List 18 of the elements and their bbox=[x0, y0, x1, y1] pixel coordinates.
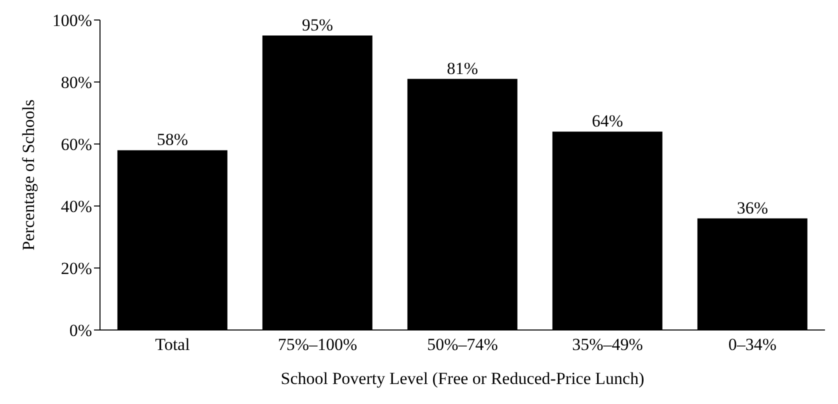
y-axis-title: Percentage of Schools bbox=[19, 99, 38, 251]
x-tick-label: 50%–74% bbox=[427, 335, 498, 354]
y-tick-label: 20% bbox=[60, 259, 92, 278]
x-tick-label: Total bbox=[155, 335, 190, 354]
data-label: 64% bbox=[592, 112, 623, 131]
data-label: 36% bbox=[736, 198, 768, 218]
y-tick-label: 80% bbox=[60, 73, 92, 92]
y-tick-label: 60% bbox=[60, 135, 92, 154]
x-tick-label: 35%–49% bbox=[572, 335, 643, 354]
x-tick-label: 75%–100% bbox=[278, 335, 358, 354]
y-tick-label: 100% bbox=[52, 11, 92, 30]
data-label: 95% bbox=[302, 16, 333, 34]
data-label: 81% bbox=[446, 58, 478, 78]
y-tick-label: 0% bbox=[69, 321, 92, 340]
x-axis-title: School Poverty Level (Free or Reduced-Price Lunch) bbox=[280, 369, 644, 388]
y-tick-label: 40% bbox=[60, 197, 92, 216]
data-label: 58% bbox=[156, 130, 188, 150]
x-tick-label: 0–34% bbox=[728, 335, 777, 354]
